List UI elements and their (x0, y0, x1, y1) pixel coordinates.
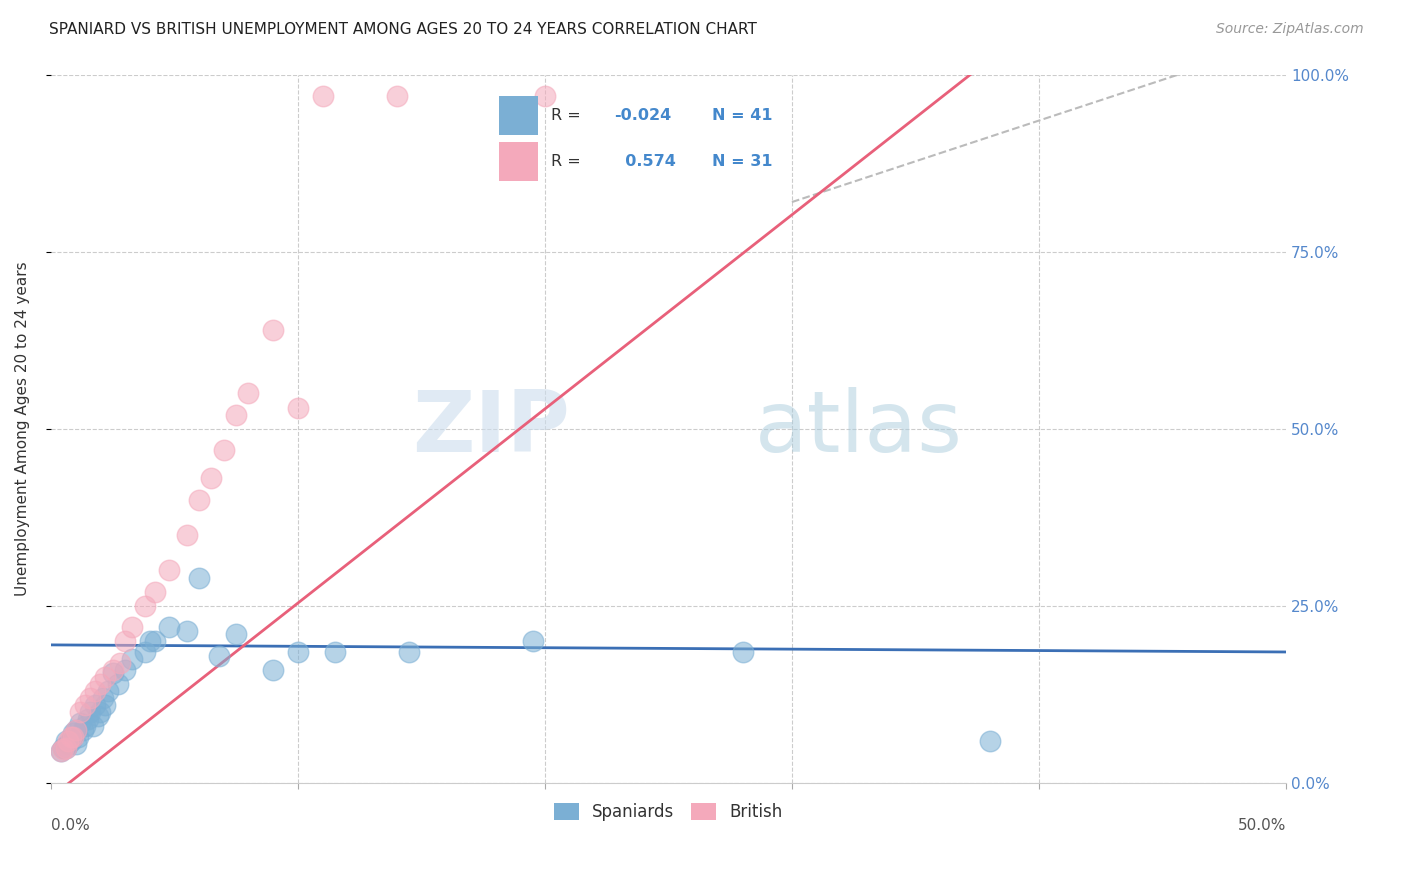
Point (262, 663, 284, 677)
Point (52, 742, 75, 756)
Point (101, 663, 124, 677)
Point (56, 737, 79, 751)
Point (225, 627, 247, 641)
Point (212, 443, 235, 458)
Point (157, 564, 180, 578)
Point (75, 698, 97, 712)
Point (89, 677, 111, 691)
Point (55, 740, 77, 755)
Point (134, 599, 156, 613)
Point (262, 322, 284, 336)
Point (59, 733, 82, 747)
Point (49, 744, 72, 758)
Point (97, 684, 120, 698)
Point (238, 386, 260, 401)
Y-axis label: Unemployment Among Ages 20 to 24 years: Unemployment Among Ages 20 to 24 years (15, 261, 30, 596)
Point (731, 645, 754, 659)
Point (52, 740, 75, 755)
Point (89, 705, 111, 719)
Point (87, 708, 110, 723)
Point (69, 705, 91, 719)
Point (101, 666, 124, 681)
Point (84, 698, 107, 712)
Point (69, 715, 91, 730)
Point (143, 584, 166, 599)
Point (62, 730, 84, 744)
Point (94, 698, 117, 712)
Point (323, 645, 346, 659)
Point (55, 740, 77, 755)
Point (65, 723, 87, 737)
Text: 50.0%: 50.0% (1237, 819, 1286, 833)
Point (72, 723, 94, 737)
Point (225, 408, 247, 422)
Text: Source: ZipAtlas.com: Source: ZipAtlas.com (1216, 22, 1364, 37)
Point (287, 645, 309, 659)
Point (176, 624, 198, 638)
Point (56, 733, 79, 747)
Point (200, 471, 222, 485)
Point (522, 634, 544, 648)
Point (134, 645, 156, 659)
Point (65, 737, 87, 751)
Point (188, 571, 211, 585)
Point (138, 634, 160, 648)
Point (398, 645, 420, 659)
Point (108, 656, 131, 670)
Point (208, 648, 231, 663)
Text: 0.0%: 0.0% (51, 819, 90, 833)
Point (979, 733, 1001, 747)
Text: atlas: atlas (755, 387, 963, 470)
Text: ZIP: ZIP (412, 387, 569, 470)
Point (55, 733, 77, 747)
Point (176, 528, 198, 542)
Point (114, 634, 136, 648)
Point (534, 88, 557, 103)
Point (311, 88, 333, 103)
Legend: Spaniards, British: Spaniards, British (547, 797, 790, 828)
Point (157, 620, 180, 634)
Point (287, 401, 309, 415)
Point (82, 719, 104, 733)
Point (385, 88, 408, 103)
Point (66, 730, 89, 744)
Point (94, 670, 117, 684)
Text: SPANIARD VS BRITISH UNEMPLOYMENT AMONG AGES 20 TO 24 YEARS CORRELATION CHART: SPANIARD VS BRITISH UNEMPLOYMENT AMONG A… (49, 22, 756, 37)
Point (75, 719, 97, 733)
Point (65, 723, 87, 737)
Point (143, 634, 166, 648)
Point (107, 677, 129, 691)
Point (62, 726, 84, 740)
Point (121, 652, 143, 666)
Point (188, 492, 211, 507)
Point (114, 663, 136, 677)
Point (84, 684, 107, 698)
Point (91, 691, 114, 706)
Point (79, 691, 101, 706)
Point (121, 620, 143, 634)
Point (79, 705, 101, 719)
Point (49, 744, 72, 758)
Point (59, 730, 82, 744)
Point (77, 712, 100, 726)
